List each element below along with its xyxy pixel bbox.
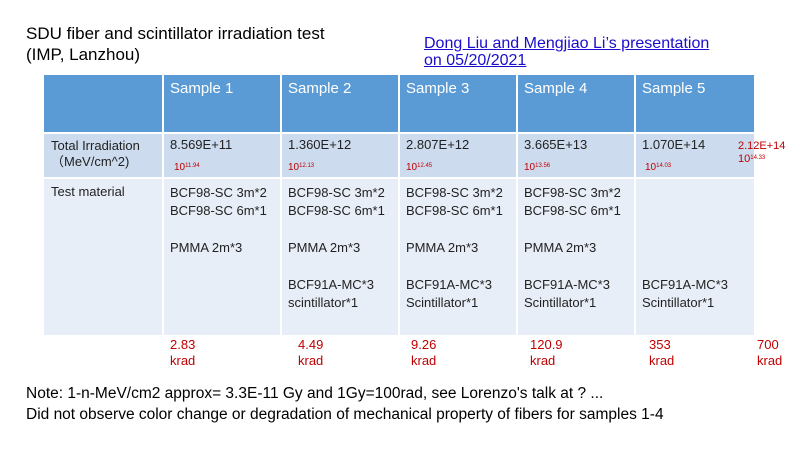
- material-s3-5: Scintillator*1: [406, 295, 479, 310]
- dose-unit: krad: [649, 353, 675, 368]
- column-divider: [280, 75, 282, 335]
- irradiation-value-1: 8.569E+11: [170, 137, 233, 152]
- column-divider: [516, 75, 518, 335]
- dose-5: 353 krad: [649, 337, 674, 369]
- dose-unit: krad: [530, 353, 556, 368]
- header-sample-1: Sample 1: [170, 80, 234, 97]
- material-s4-4: BCF91A-MC*3: [524, 277, 610, 292]
- dose-unit: krad: [298, 353, 324, 368]
- extra-irradiation-value: 2.12E+14: [738, 140, 786, 152]
- dose-unit: krad: [757, 353, 783, 368]
- note-line-2: Did not observe color change or degradat…: [26, 406, 664, 423]
- material-s4-2: BCF98-SC 6m*1: [524, 203, 621, 218]
- dose-value: 353: [649, 337, 671, 352]
- material-s4-5: Scintillator*1: [524, 295, 597, 310]
- extra-irradiation-note: 2.12E+14 1014.33: [738, 140, 785, 165]
- material-s3-1: BCF98-SC 3m*2: [406, 185, 503, 200]
- dose-6: 700 krad: [757, 337, 782, 369]
- row-divider: [44, 132, 754, 134]
- header-sample-2: Sample 2: [288, 80, 352, 97]
- row-label-irradiation-line-2: （MeV/cm^2): [51, 154, 130, 169]
- dose-value: 9.26: [411, 337, 437, 352]
- row-label-irradiation-line-1: Total Irradiation: [51, 138, 140, 153]
- irradiation-table: Sample 1 Sample 2 Sample 3 Sample 4 Samp…: [44, 75, 754, 335]
- header-sample-5: Sample 5: [642, 80, 706, 97]
- title-line-1: SDU fiber and scintillator irradiation t…: [26, 24, 325, 43]
- dose-value: 2.83: [170, 337, 196, 352]
- dose-unit: krad: [411, 353, 437, 368]
- material-s3-3: PMMA 2m*3: [406, 240, 479, 255]
- column-divider: [398, 75, 400, 335]
- dose-value: 700: [757, 337, 779, 352]
- reference-link[interactable]: Dong Liu and Mengjiao Li’s presentation …: [424, 35, 709, 69]
- irradiation-value-3: 2.807E+12: [406, 137, 470, 152]
- exponent-note-4: 1013.56: [524, 162, 551, 173]
- material-s2-5: scintillator*1: [288, 295, 359, 310]
- dose-3: 9.26 krad: [411, 337, 436, 369]
- exponent-note-3: 1012.45: [406, 162, 433, 173]
- material-s1-3: PMMA 2m*3: [170, 240, 243, 255]
- header-sample-4: Sample 4: [524, 80, 588, 97]
- material-s1-2: BCF98-SC 6m*1: [170, 203, 267, 218]
- dose-value: 4.49: [298, 337, 324, 352]
- reference-link-line-1[interactable]: Dong Liu and Mengjiao Li’s presentation: [424, 35, 710, 52]
- material-s4-3: PMMA 2m*3: [524, 240, 597, 255]
- material-s2-1: BCF98-SC 3m*2: [288, 185, 385, 200]
- exponent-note-2: 1012.13: [288, 162, 315, 173]
- irradiation-value-5: 1.070E+14: [642, 137, 706, 152]
- extra-irradiation-exponent: 1014.33: [738, 153, 766, 165]
- material-s2-2: BCF98-SC 6m*1: [288, 203, 385, 218]
- slide-title: SDU fiber and scintillator irradiation t…: [26, 23, 325, 65]
- material-s5-2: Scintillator*1: [642, 295, 715, 310]
- material-s3-4: BCF91A-MC*3: [406, 277, 492, 292]
- header-sample-3: Sample 3: [406, 80, 470, 97]
- row-divider: [44, 177, 754, 179]
- dose-4: 120.9 krad: [530, 337, 563, 369]
- reference-link-line-2[interactable]: on 05/20/2021: [424, 52, 527, 69]
- exponent-note-5: 1014.03: [645, 162, 672, 173]
- row-label-irradiation: Total Irradiation （MeV/cm^2): [51, 138, 140, 170]
- column-divider: [634, 75, 636, 335]
- material-s5-1: BCF91A-MC*3: [642, 277, 728, 292]
- irradiation-value-2: 1.360E+12: [288, 137, 352, 152]
- material-s4-1: BCF98-SC 3m*2: [524, 185, 621, 200]
- material-s2-4: BCF91A-MC*3: [288, 277, 374, 292]
- dose-1: 2.83 krad: [170, 337, 195, 369]
- irradiation-value-4: 3.665E+13: [524, 137, 588, 152]
- dose-value: 120.9: [530, 337, 563, 352]
- note-line-1: Note: 1-n-MeV/cm2 approx= 3.3E-11 Gy and…: [26, 385, 604, 402]
- dose-unit: krad: [170, 353, 196, 368]
- title-line-2: (IMP, Lanzhou): [26, 45, 141, 64]
- material-s1-1: BCF98-SC 3m*2: [170, 185, 267, 200]
- footnotes: Note: 1-n-MeV/cm2 approx= 3.3E-11 Gy and…: [26, 383, 664, 425]
- dose-2: 4.49 krad: [290, 337, 323, 369]
- material-s2-3: PMMA 2m*3: [288, 240, 361, 255]
- row-label-material: Test material: [51, 184, 125, 199]
- exponent-note-1: 1011.94: [174, 162, 200, 173]
- material-s3-2: BCF98-SC 6m*1: [406, 203, 503, 218]
- column-divider: [162, 75, 164, 335]
